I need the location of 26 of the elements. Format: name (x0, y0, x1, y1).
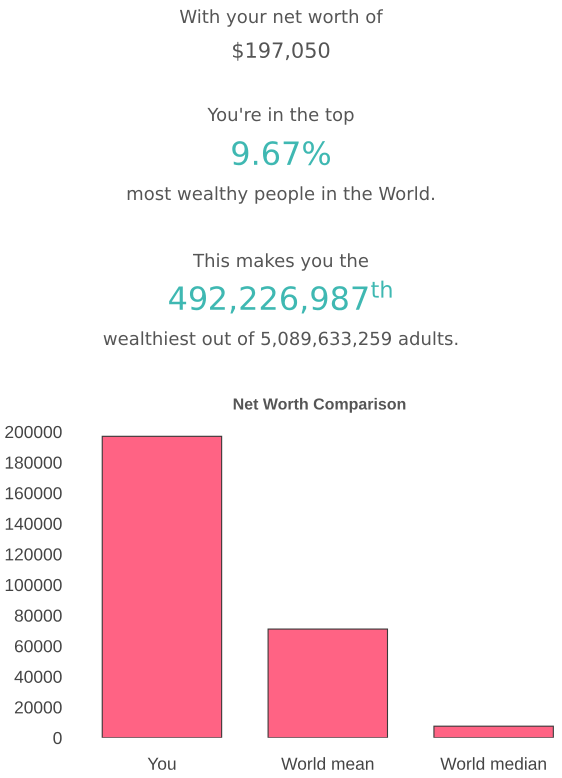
text: You're in the top (207, 107, 354, 125)
text: 9.67% (232, 141, 330, 166)
bar (433, 726, 554, 738)
text: This makes you the (193, 253, 368, 271)
y-tick-label: 160000 (6, 487, 62, 500)
x-tick-label: World mean (281, 757, 374, 770)
y-tick-label: 60000 (14, 640, 62, 652)
text: 492,226,987$^{th}$ (169, 280, 392, 314)
y-tick-label: 200000 (5, 426, 62, 438)
y-tick-label: 80000 (14, 609, 62, 622)
y-tick-label: 180000 (6, 456, 62, 469)
y-tick-label: 120000 (6, 548, 62, 561)
text: $197,050 (233, 42, 330, 61)
y-tick-label: 0 (53, 732, 62, 744)
y-tick-label: 20000 (14, 701, 62, 714)
y-tick-label: 40000 (14, 670, 62, 683)
x-tick-label: You (148, 758, 176, 770)
chart-title: Net Worth Comparison (234, 398, 406, 413)
bar (268, 628, 388, 738)
x-tick-label: World median (440, 757, 546, 770)
bar (102, 436, 222, 738)
y-tick-label: 100000 (6, 578, 62, 592)
text: wealthiest out of 5,089,633,259 adults. (104, 331, 458, 348)
text: With your net worth of (180, 9, 384, 27)
y-tick-label: 140000 (6, 518, 62, 530)
text: most wealthy people in the World. (128, 186, 434, 204)
